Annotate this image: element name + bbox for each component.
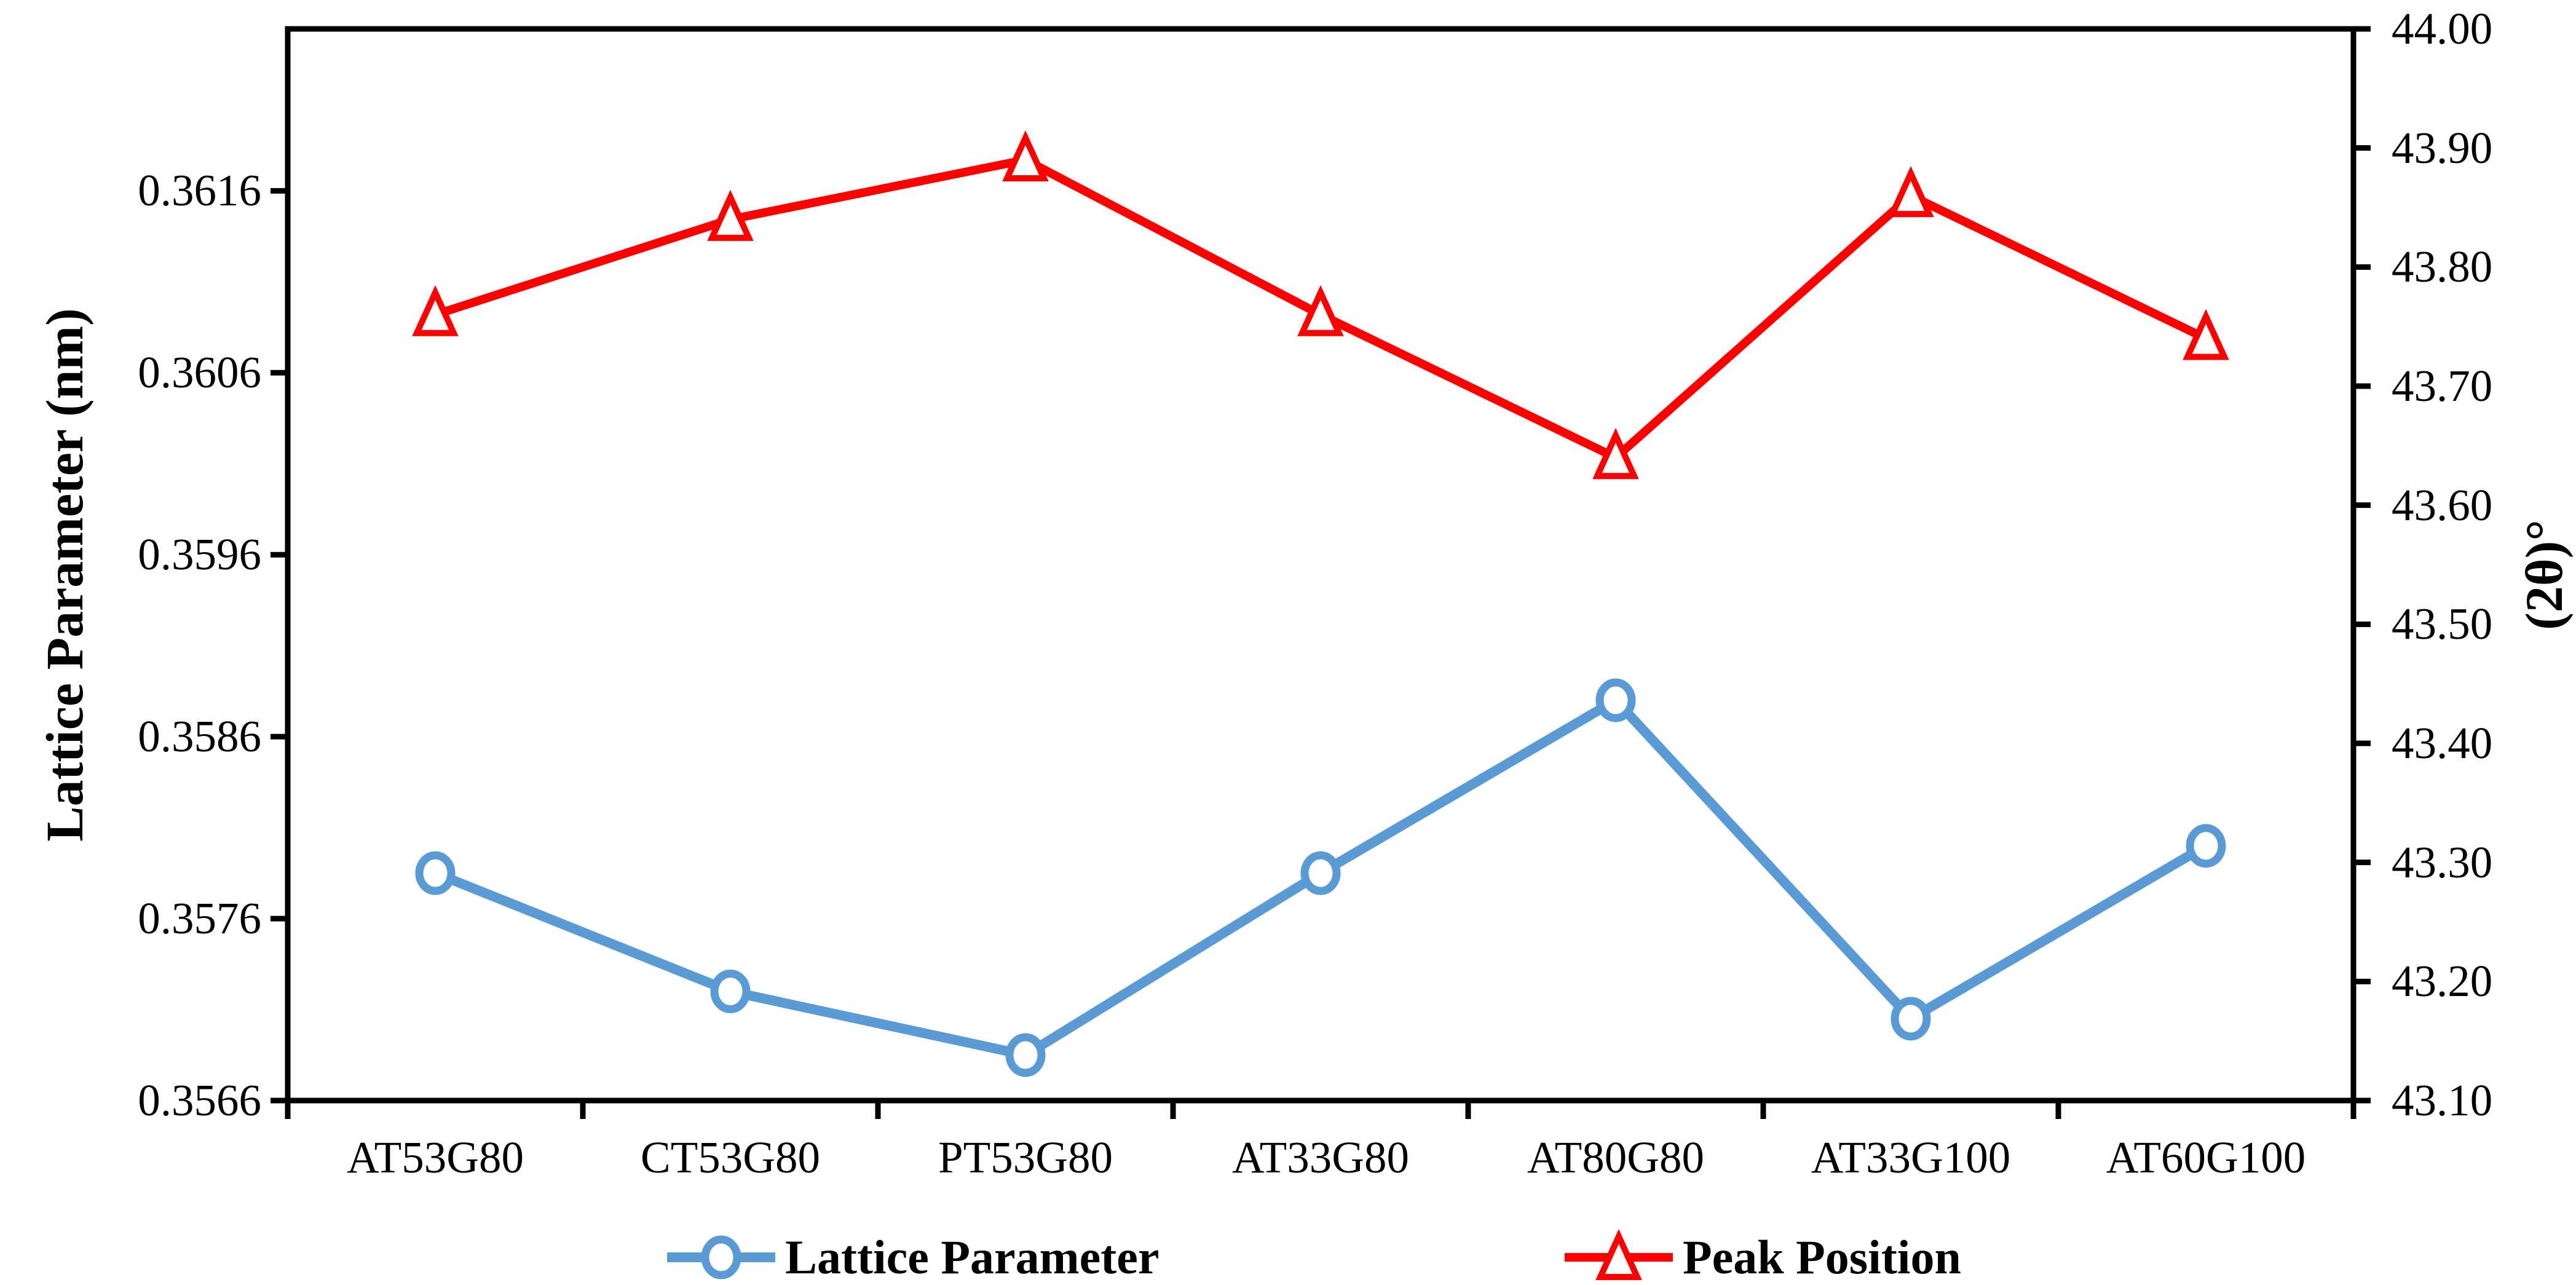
data-point-marker	[1592, 428, 1639, 480]
data-point-marker	[1300, 851, 1341, 895]
legend-item-lattice-parameter: Lattice Parameter	[667, 1230, 1159, 1285]
data-point-marker	[1005, 1033, 1046, 1077]
x-axis-category-label: AT33G80	[1232, 1133, 1409, 1182]
left-axis-tick-label: 0.3586	[138, 711, 261, 762]
left-axis-tick-label: 0.3566	[138, 1075, 261, 1125]
right-axis-tick-label: 43.80	[2392, 242, 2493, 292]
legend-label: Peak Position	[1683, 1230, 1961, 1284]
x-axis-category-label: AT80G80	[1527, 1133, 1704, 1182]
left-axis-tick-label: 0.3606	[138, 347, 261, 398]
circle-marker-icon	[667, 1235, 775, 1279]
data-point-marker	[1891, 997, 1931, 1041]
data-point-marker	[707, 189, 754, 241]
x-axis-category-label: AT53G80	[347, 1133, 524, 1182]
right-axis-tick-label: 43.90	[2392, 122, 2493, 173]
left-axis-tick-label: 0.3596	[138, 529, 261, 580]
legend: Lattice Parameter Peak Position	[0, 1230, 2576, 1285]
data-point-marker	[2186, 824, 2226, 868]
right-axis-tick-label: 43.40	[2392, 718, 2493, 768]
legend-label: Lattice Parameter	[785, 1230, 1160, 1284]
right-axis-tick-label: 43.30	[2392, 837, 2493, 887]
data-point-marker	[415, 851, 456, 895]
data-point-marker	[710, 969, 751, 1013]
right-axis-tick-label: 43.70	[2392, 361, 2493, 411]
data-point-marker	[1595, 678, 1636, 722]
data-point-marker	[2183, 309, 2229, 360]
x-axis-category-label: PT53G80	[938, 1133, 1113, 1182]
data-point-marker	[1297, 285, 1344, 336]
x-axis-category-label: CT53G80	[641, 1133, 820, 1182]
left-axis-tick-label: 0.3616	[138, 165, 261, 216]
data-point-marker	[1002, 130, 1049, 182]
plot-frame	[285, 26, 2357, 1104]
right-axis-tick-label: 43.50	[2392, 599, 2493, 649]
right-axis-tick-label: 43.20	[2392, 956, 2493, 1006]
data-point-marker	[1887, 166, 1934, 218]
x-axis-category-label: AT60G100	[2106, 1133, 2306, 1182]
right-axis-tick-label: 43.60	[2392, 480, 2493, 530]
data-point-marker	[412, 285, 459, 336]
legend-item-peak-position: Peak Position	[1565, 1230, 1961, 1285]
x-axis-category-label: AT33G100	[1811, 1133, 2011, 1182]
left-axis-tick-label: 0.3576	[138, 893, 261, 944]
right-axis-tick-label: 43.10	[2392, 1075, 2493, 1125]
triangle-marker-icon	[1565, 1230, 1673, 1280]
right-axis-tick-label: 44.00	[2392, 4, 2493, 53]
